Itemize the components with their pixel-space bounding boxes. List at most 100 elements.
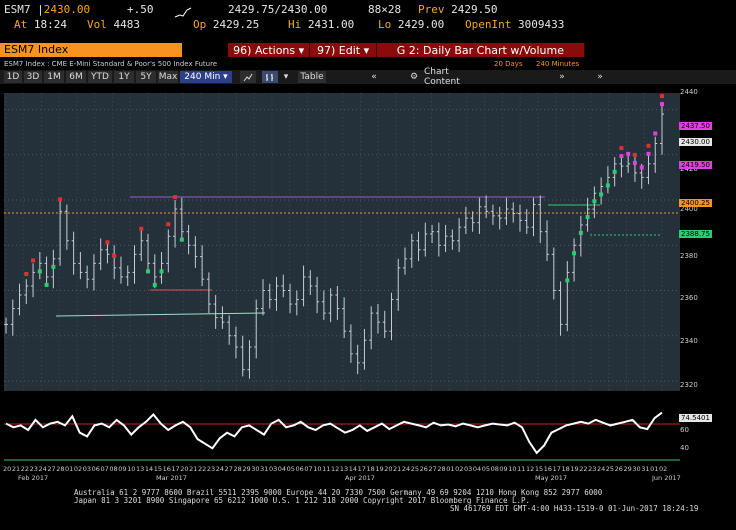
- expand-right-icon[interactable]: »: [559, 72, 565, 82]
- footer-line-3: SN 461769 EDT GMT-4:00 H433-1519-0 01-Ju…: [450, 504, 699, 513]
- ohlc-bar: [71, 231, 76, 275]
- ohlc-bar: [98, 238, 103, 271]
- collapse-right-icon[interactable]: »: [597, 72, 603, 82]
- buy-signal-marker: [51, 264, 56, 269]
- x-tick: 27: [428, 465, 437, 473]
- security-field[interactable]: ESM7 Index: [0, 43, 182, 57]
- table-button[interactable]: Table: [298, 71, 326, 83]
- x-tick: 17: [357, 465, 366, 473]
- chart-title: G 2: Daily Bar Chart w/Volume: [376, 43, 586, 57]
- chevron-down-icon[interactable]: ▾: [283, 72, 289, 82]
- ticker: ESM7: [4, 3, 31, 16]
- ohlc-bar: [497, 206, 502, 230]
- ohlc-bar: [17, 283, 22, 316]
- x-tick: 24: [38, 465, 47, 473]
- actions-menu[interactable]: 96) Actions ▾: [228, 43, 311, 57]
- ohlc-bar: [524, 209, 529, 234]
- vol-value: 4483: [113, 18, 141, 31]
- range-6m[interactable]: 6M: [66, 71, 86, 83]
- buy-signal-marker: [653, 131, 658, 136]
- indicator-area: [4, 394, 680, 464]
- footer-line-2: Japan 81 3 3201 8900 Singapore 65 6212 1…: [74, 496, 531, 505]
- range-max[interactable]: Max: [158, 71, 178, 83]
- bid-ask-size: 88×28: [368, 3, 402, 16]
- range-3d[interactable]: 3D: [24, 71, 42, 83]
- x-tick: 28: [437, 465, 446, 473]
- x-tick: 28: [233, 465, 242, 473]
- x-tick: 17: [171, 465, 180, 473]
- chart-content-button[interactable]: Chart Content: [424, 67, 460, 87]
- x-tick: 09: [499, 465, 508, 473]
- ohlc-bar: [125, 265, 130, 286]
- prev-value: 2429.50: [451, 3, 498, 16]
- x-tick: 24: [401, 465, 411, 473]
- gear-icon[interactable]: ⚙: [409, 72, 419, 82]
- ohlc-bar: [4, 317, 8, 334]
- x-tick: 12: [331, 465, 340, 473]
- range-1y[interactable]: 1Y: [114, 71, 134, 83]
- interval-dropdown[interactable]: 240 Min ▾: [180, 71, 232, 83]
- price-tag-mid: 2419.50: [679, 161, 712, 169]
- price-tag-green: 2388.75: [679, 230, 712, 238]
- ohlc-bar: [31, 263, 36, 298]
- range-1d[interactable]: 1D: [4, 71, 22, 83]
- ohlc-bar: [646, 152, 651, 185]
- ohlc-bar: [85, 265, 90, 289]
- ohlc-bar: [369, 306, 374, 350]
- ohlc-bar: [382, 310, 387, 338]
- x-tick: 21: [393, 465, 402, 473]
- x-tick: 18: [561, 465, 570, 473]
- x-tick: 29: [242, 465, 251, 473]
- menu-bar: 96) Actions ▾ 97) Edit ▾ G 2: Daily Bar …: [228, 43, 586, 57]
- y-tick: 2360: [680, 294, 698, 302]
- ohlc-bar: [159, 252, 164, 284]
- sell-signal-marker: [24, 271, 29, 276]
- high-label: Hi: [288, 18, 302, 31]
- x-tick: 15: [534, 465, 544, 473]
- ohlc-bar: [653, 136, 658, 173]
- range-ytd[interactable]: YTD: [88, 71, 112, 83]
- interval-label: 240 Minutes: [536, 60, 580, 68]
- x-tick: 23: [588, 465, 597, 473]
- change-value: +.50: [127, 3, 154, 16]
- x-tick: 30: [251, 465, 260, 473]
- x-tick: 20: [180, 465, 189, 473]
- ohlc-bar: [193, 236, 198, 268]
- price-tag-high: 2437.50: [679, 122, 712, 130]
- x-tick: 01: [65, 465, 74, 473]
- ohlc-bar: [247, 340, 252, 379]
- ohlc-bar: [450, 229, 455, 250]
- collapse-left-icon[interactable]: «: [371, 72, 377, 82]
- range-1m[interactable]: 1M: [44, 71, 64, 83]
- ohlc-bar: [105, 243, 110, 264]
- prev-label: Prev: [418, 3, 445, 16]
- edit-menu[interactable]: 97) Edit ▾: [310, 43, 377, 57]
- buy-signal-marker: [146, 269, 151, 274]
- ohlc-bar: [443, 224, 448, 253]
- range-5y[interactable]: 5Y: [136, 71, 156, 83]
- x-tick: 13: [339, 465, 349, 473]
- x-tick: 01: [446, 465, 455, 473]
- line-chart-icon[interactable]: [240, 71, 256, 83]
- x-tick: 03: [82, 465, 92, 473]
- x-tick: 08: [490, 465, 499, 473]
- last-price: 2430.00: [43, 3, 91, 16]
- x-tick: 16: [543, 465, 553, 473]
- y-tick: 2400: [680, 205, 698, 213]
- y-tick: 2380: [680, 252, 698, 260]
- bar-chart-icon[interactable]: [262, 71, 278, 83]
- ohlc-bar: [342, 297, 347, 338]
- high-value: 2431.00: [307, 18, 355, 31]
- x-tick: 26: [614, 465, 623, 473]
- ohlc-bar: [139, 229, 144, 262]
- month-label: Feb 2017: [18, 474, 49, 482]
- sparkline-icon: [174, 3, 192, 18]
- buy-signal-marker: [605, 183, 610, 188]
- buy-signal-marker: [592, 199, 597, 204]
- signal-markers: [24, 94, 664, 287]
- x-tick: 23: [206, 465, 216, 473]
- sell-signal-marker: [139, 226, 144, 231]
- ohlc-bar: [362, 328, 367, 370]
- y-tick: 2420: [680, 165, 698, 173]
- ohlc-bar: [301, 265, 306, 307]
